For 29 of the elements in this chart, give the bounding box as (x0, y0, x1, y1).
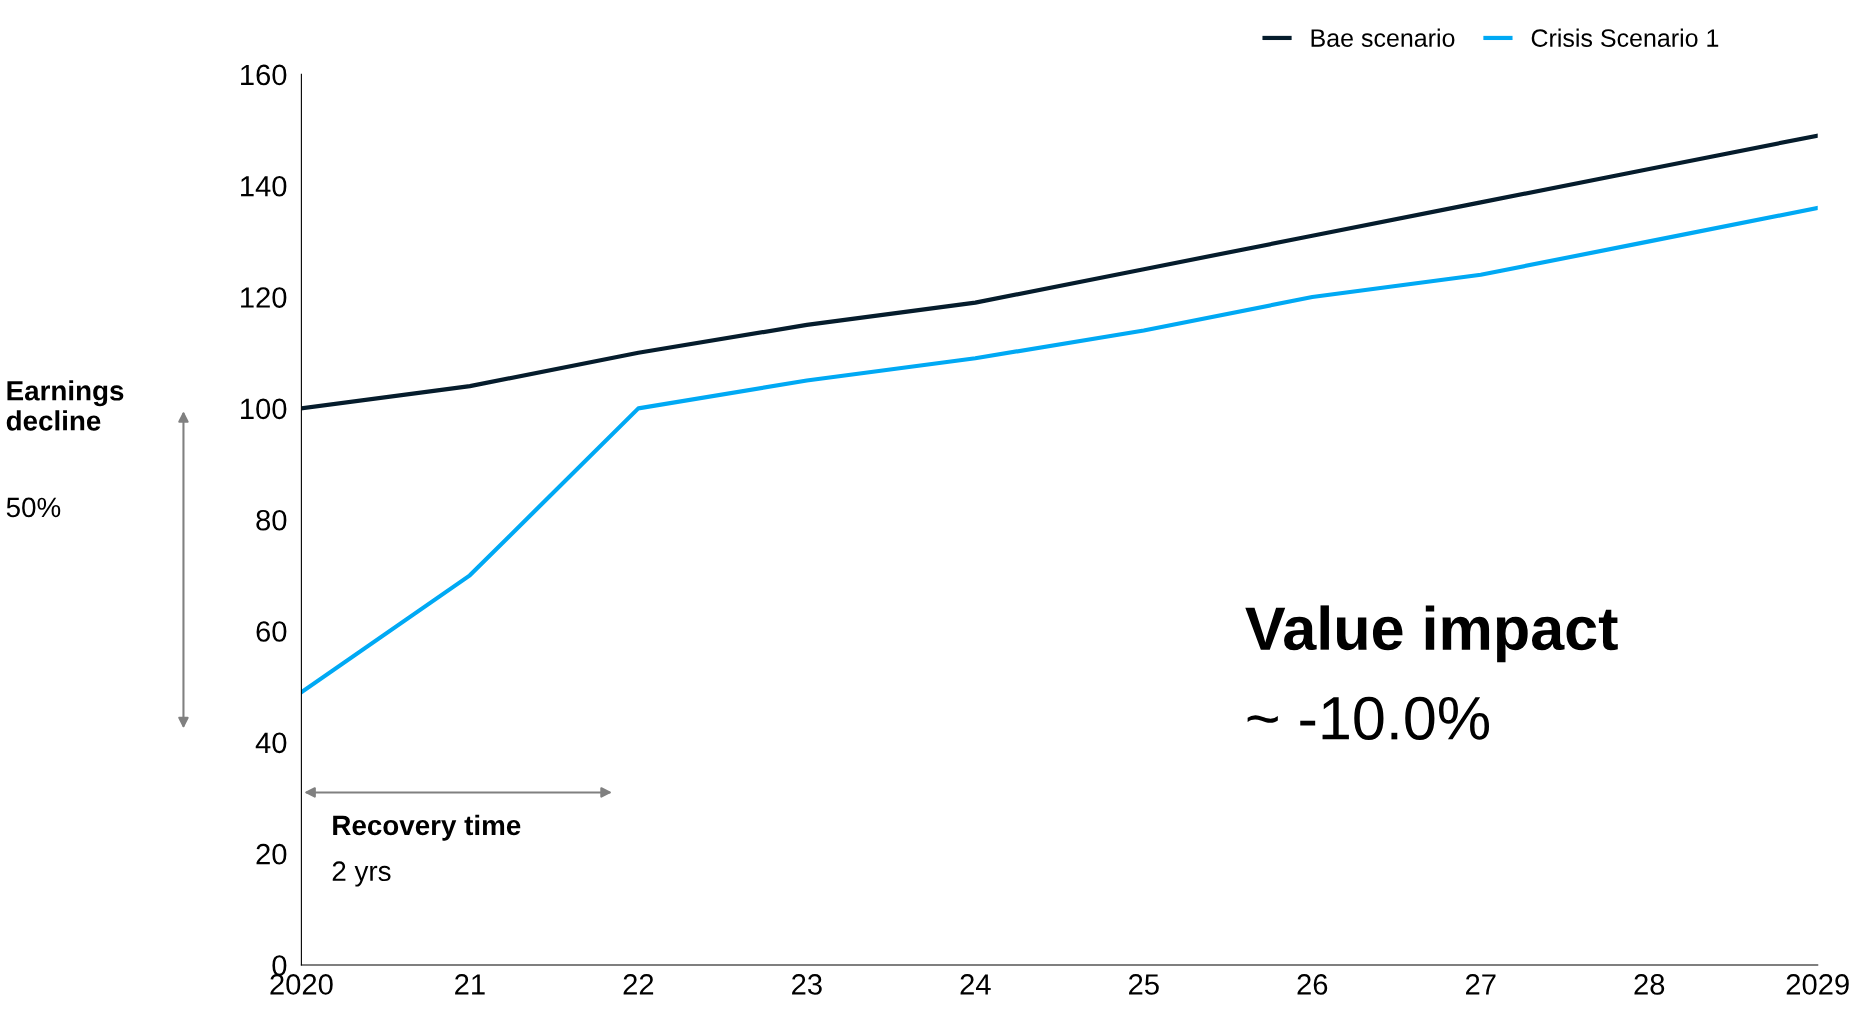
annotation: Recovery time (333, 814, 521, 841)
text: 50% (6, 497, 61, 518)
y-tick-label: 40 (255, 732, 287, 754)
text: Earnings decline (6, 380, 124, 431)
annotation: Value impact (1245, 605, 1618, 663)
y-tick-label: 80 (256, 509, 287, 531)
y-tick-label: 20 (256, 843, 287, 865)
x-tick-label: 2029 (1786, 974, 1849, 995)
line-series (301, 133, 1818, 411)
legend-label: Bae scenario (1311, 28, 1455, 47)
annotation: ~ -10.0% (1247, 696, 1489, 740)
line-series (301, 205, 1818, 695)
x-tick-label: 28 (1634, 974, 1665, 995)
x-tick-label: 21 (455, 974, 485, 995)
y-tick-label: 60 (256, 621, 287, 642)
y-tick-label: 100 (241, 398, 287, 420)
y-tick-label: 120 (241, 287, 287, 308)
x-tick-label: 23 (792, 974, 822, 995)
x-tick-label: 24 (960, 974, 991, 995)
x-tick-label: 27 (1466, 974, 1496, 995)
y-tick-label: 140 (241, 175, 287, 197)
x-tick-label: 26 (1297, 974, 1328, 995)
y-tick-label: 160 (241, 64, 287, 86)
x-tick-label: 22 (623, 974, 654, 995)
x-tick-label: 25 (1129, 974, 1159, 995)
x-tick-label: 2020 (270, 974, 333, 995)
legend-label: Crisis Scenario 1 (1531, 28, 1719, 47)
y-tick-label: 0 (272, 955, 287, 976)
annotation: 2 yrs (332, 861, 391, 887)
